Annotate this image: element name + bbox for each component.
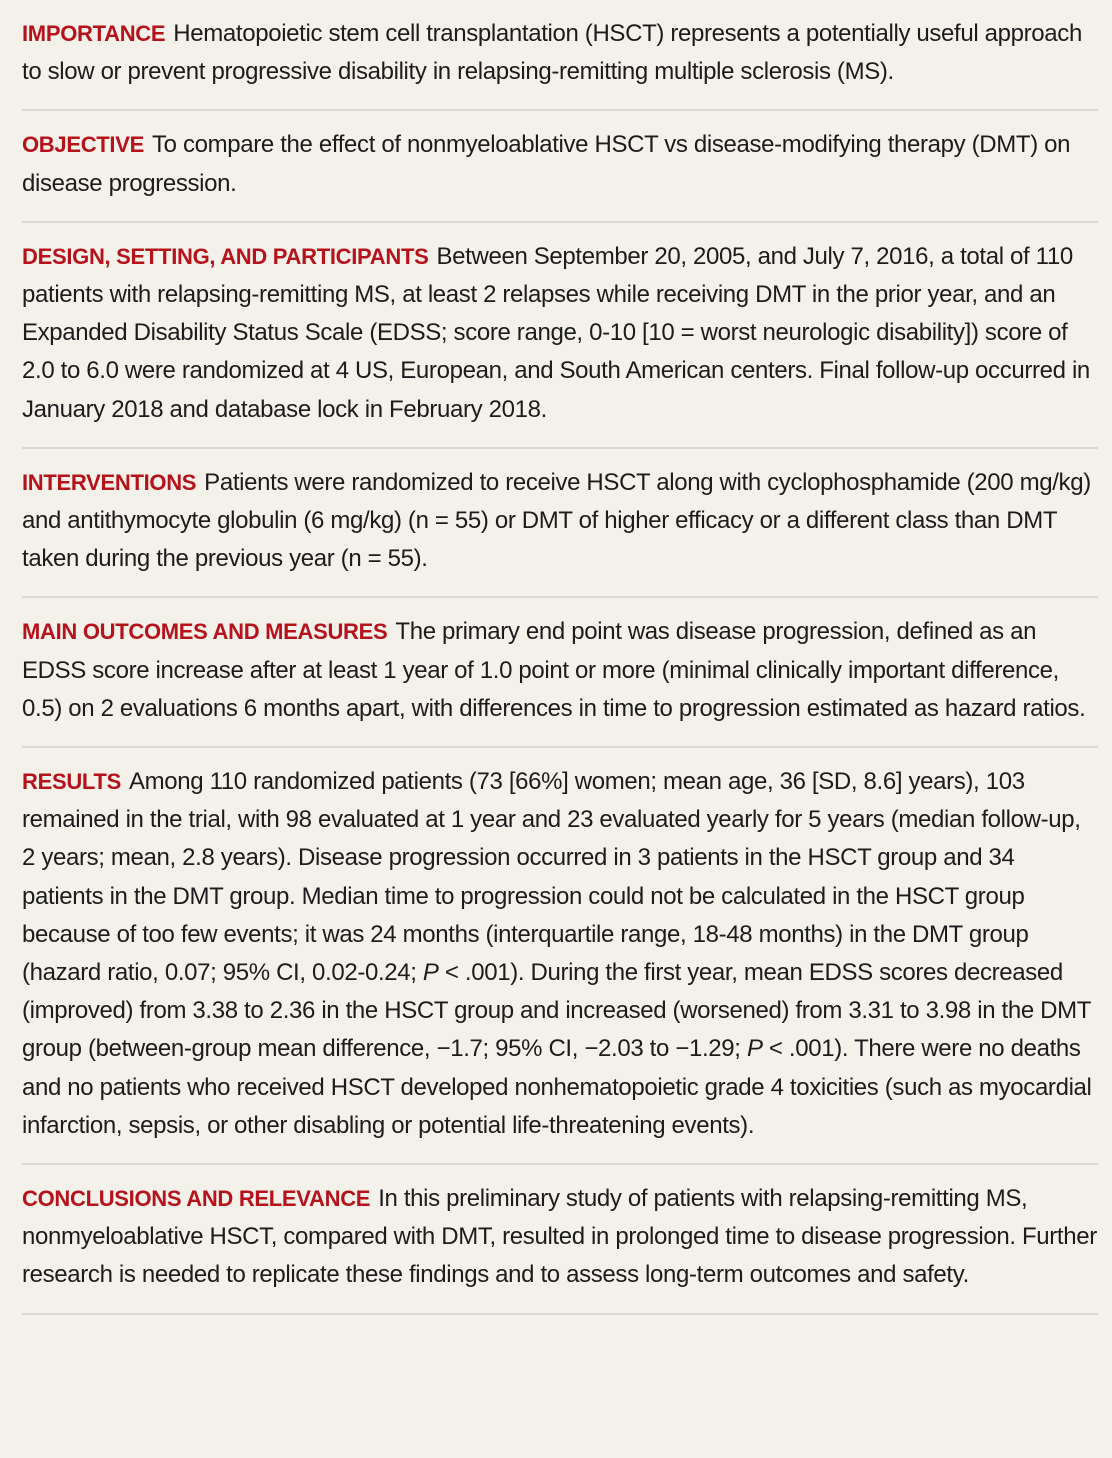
- section-text: In this preliminary study of patients wi…: [22, 1185, 1097, 1289]
- section-heading: MAIN OUTCOMES AND MEASURES: [22, 619, 388, 645]
- section-importance: IMPORTANCE Hematopoietic stem cell transp…: [22, 0, 1098, 112]
- section-heading: INTERVENTIONS: [22, 469, 197, 495]
- section-text: Among 110 randomized patients (73 [66%] …: [22, 768, 1081, 987]
- section-objective: OBJECTIVE To compare the effect of nonmye…: [22, 111, 1098, 223]
- section-heading: OBJECTIVE: [22, 132, 144, 158]
- section-heading: DESIGN, SETTING, AND PARTICIPANTS: [22, 243, 429, 269]
- section-heading: IMPORTANCE: [22, 21, 166, 46]
- section-text: The primary end point was disease progre…: [22, 618, 1086, 722]
- section-text: Hematopoietic stem cell transplantation …: [22, 20, 1082, 86]
- section-results: RESULTS Among 110 randomized patients (73…: [22, 748, 1098, 1166]
- section-heading: CONCLUSIONS AND RELEVANCE: [22, 1186, 371, 1212]
- section-conclusions: CONCLUSIONS AND RELEVANCE In this prelimi…: [22, 1165, 1098, 1315]
- section-text: < .001). There were no deaths and no pat…: [22, 1035, 1092, 1139]
- section-interventions: INTERVENTIONS Patients were randomized to…: [22, 449, 1098, 599]
- section-design-setting-participants: DESIGN, SETTING, AND PARTICIPANTS Between…: [22, 223, 1098, 449]
- section-text: < .001). During the first year, mean EDS…: [22, 959, 1091, 1063]
- p-value-symbol: P: [422, 959, 439, 987]
- p-value-symbol: P: [746, 1035, 763, 1063]
- section-main-outcomes: MAIN OUTCOMES AND MEASURES The primary en…: [22, 598, 1098, 749]
- section-text: To compare the effect of nonmyeloablativ…: [22, 131, 1071, 197]
- section-heading: RESULTS: [22, 769, 121, 795]
- section-text: Patients were randomized to receive HSCT…: [22, 468, 1091, 573]
- section-text: Between September 20, 2005, and July 7, …: [22, 242, 1090, 423]
